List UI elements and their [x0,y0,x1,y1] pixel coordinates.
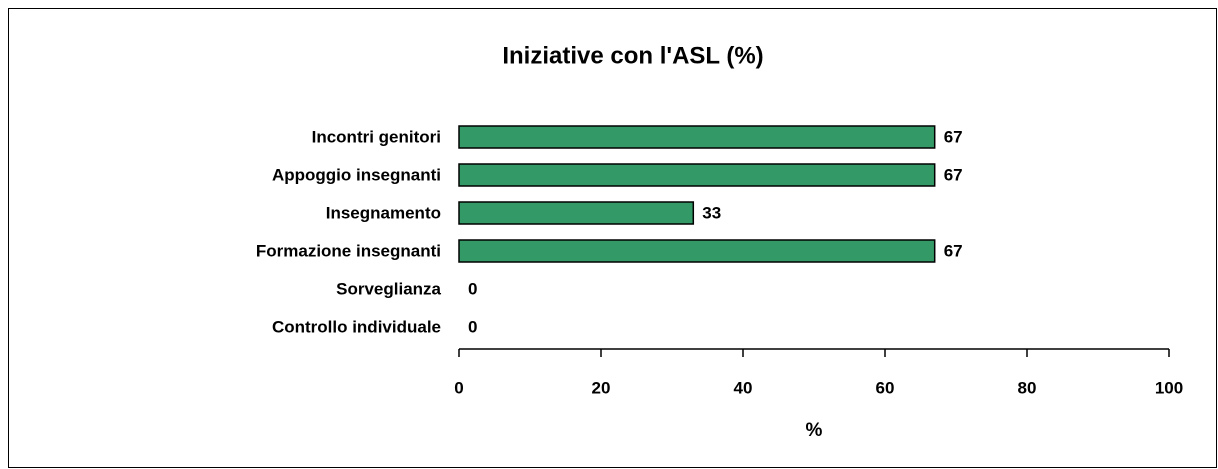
chart-title: Iniziative con l'ASL (%) [502,42,763,69]
y-tick-label: Formazione insegnanti [256,241,441,260]
frame [8,8,1217,468]
x-tick-label: 20 [592,378,611,397]
bar [458,125,936,149]
data-label: 0 [468,317,477,336]
bar [458,239,936,263]
data-label: 0 [468,279,477,298]
y-tick-label: Sorveglianza [336,279,441,298]
x-axis-label: % [806,420,823,441]
data-label: 67 [944,165,963,184]
y-tick-label: Appoggio insegnanti [272,165,441,184]
bar [458,163,936,187]
x-tick-label: 40 [734,378,753,397]
data-label: 67 [944,241,963,260]
x-tick-label: 100 [1155,378,1183,397]
x-tick-label: 0 [454,378,463,397]
y-tick-label: Insegnamento [326,203,441,222]
y-tick-label: Controllo individuale [272,317,441,336]
x-tick-label: 60 [876,378,895,397]
data-label: 33 [702,203,721,222]
data-label: 67 [944,127,963,146]
bar [458,201,695,225]
y-tick-label: Incontri genitori [312,127,441,146]
x-tick-label: 80 [1018,378,1037,397]
